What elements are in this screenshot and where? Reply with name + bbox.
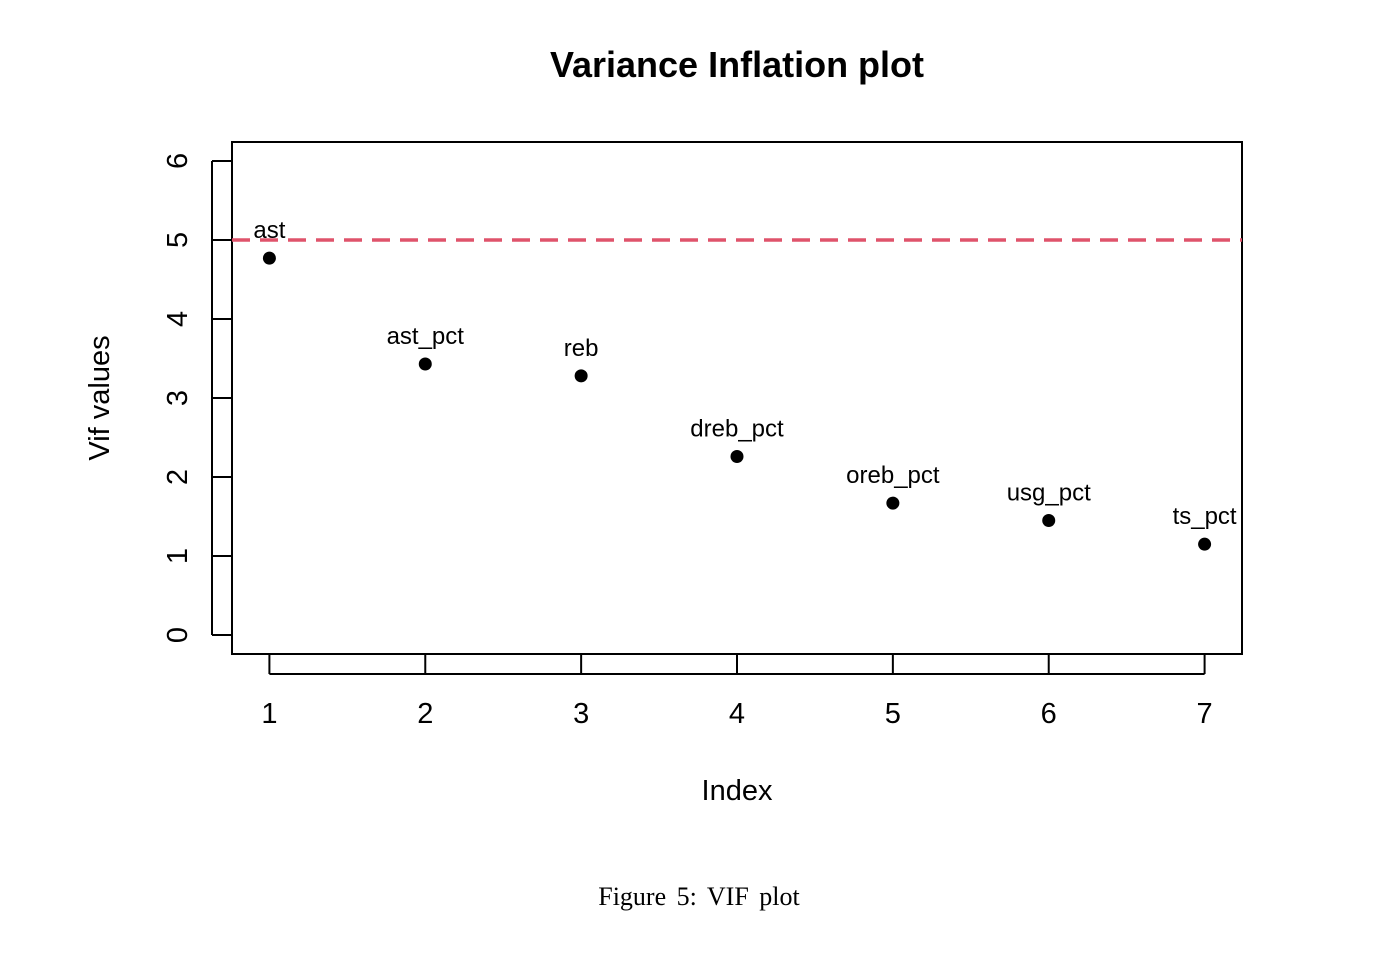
- data-points: ast ast_pct reb dreb_pct oreb_pct usg_pct ts_p…: [253, 217, 1237, 551]
- y-axis: 0 1 2 3 4 5 6: [162, 153, 232, 643]
- y-tick-label-0: 0: [162, 627, 194, 643]
- y-tick-label-6: 6: [162, 153, 194, 169]
- x-axis: 1 2 3 4 5 6 7: [261, 654, 1213, 730]
- y-tick-label-3: 3: [162, 390, 194, 406]
- y-tick-label-1: 1: [162, 548, 194, 564]
- data-point-ast: [262, 251, 276, 265]
- plot-frame: [231, 141, 1243, 655]
- data-label-ts_pct: ts_pct: [1173, 503, 1237, 530]
- y-tick-label-4: 4: [162, 311, 194, 327]
- data-point-dreb_pct: [730, 449, 744, 463]
- data-point-oreb_pct: [886, 496, 900, 510]
- data-point-usg_pct: [1042, 513, 1056, 527]
- data-label-ast_pct: ast_pct: [387, 323, 465, 350]
- x-tick-label-3: 3: [573, 698, 589, 730]
- data-label-ast: ast: [253, 217, 285, 244]
- x-axis-label: Index: [702, 775, 773, 807]
- y-tick-label-5: 5: [162, 232, 194, 248]
- y-axis-label: Vif values: [84, 335, 116, 460]
- data-label-oreb_pct: oreb_pct: [846, 462, 940, 489]
- data-point-reb: [574, 369, 588, 383]
- x-tick-label-6: 6: [1041, 698, 1057, 730]
- x-tick-label-7: 7: [1197, 698, 1213, 730]
- data-point-ts_pct: [1198, 537, 1212, 551]
- figure-caption: Figure 5: VIF plot: [598, 882, 800, 911]
- data-label-usg_pct: usg_pct: [1007, 479, 1091, 506]
- x-tick-label-5: 5: [885, 698, 901, 730]
- x-tick-label-4: 4: [729, 698, 745, 730]
- chart-title: Variance Inflation plot: [550, 44, 924, 85]
- y-tick-label-2: 2: [162, 469, 194, 485]
- x-tick-label-1: 1: [261, 698, 277, 730]
- data-label-dreb_pct: dreb_pct: [690, 415, 784, 442]
- data-point-ast_pct: [418, 357, 432, 371]
- data-label-reb: reb: [564, 335, 599, 362]
- x-tick-label-2: 2: [417, 698, 433, 730]
